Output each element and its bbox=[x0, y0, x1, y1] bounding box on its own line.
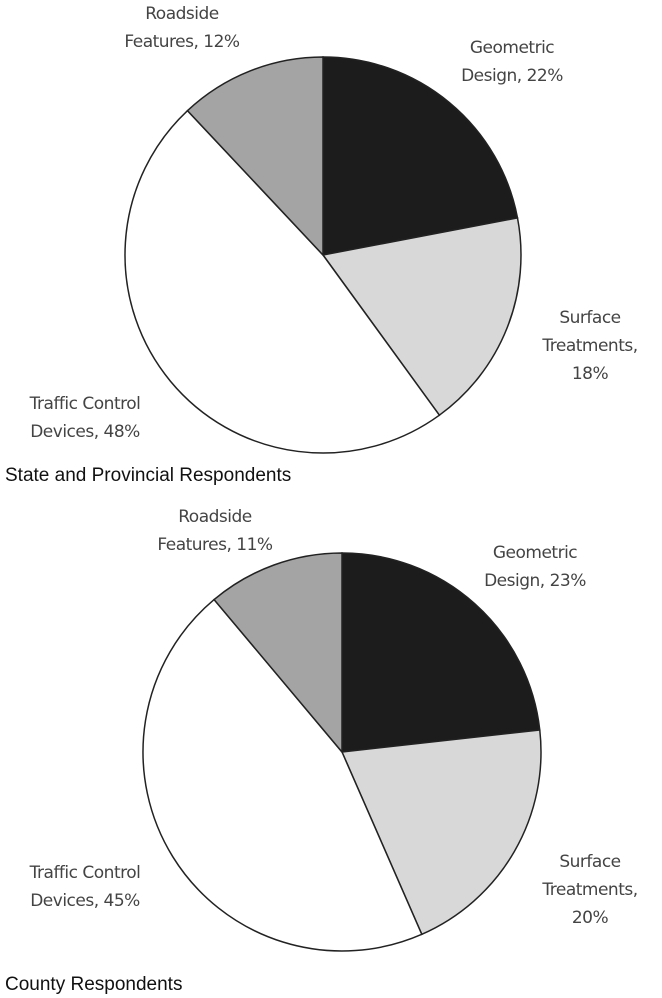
slice-label: Roadside Features, 11% bbox=[157, 507, 273, 555]
pie-slice bbox=[124, 109, 441, 454]
pie-slice bbox=[213, 552, 343, 755]
slice-label: Geometric Design, 23% bbox=[484, 543, 586, 591]
chart-title: State and Provincial Respondents bbox=[5, 465, 292, 486]
pie-slice bbox=[341, 552, 541, 753]
pie-slice bbox=[142, 598, 423, 952]
slice-label: Surface Treatments, 18% bbox=[542, 308, 638, 384]
chart-title: County Respondents bbox=[5, 974, 183, 995]
pie-slice bbox=[186, 56, 324, 257]
slice-label: Surface Treatments, 20% bbox=[542, 852, 638, 928]
slice-label: Traffic Control Devices, 45% bbox=[29, 863, 141, 911]
slice-label: Traffic Control Devices, 48% bbox=[29, 394, 141, 442]
pie-slice bbox=[321, 217, 522, 417]
pie-slice bbox=[340, 729, 542, 936]
pie-slice bbox=[322, 56, 519, 256]
slice-label: Roadside Features, 12% bbox=[124, 4, 240, 52]
slice-label: Geometric Design, 22% bbox=[461, 38, 563, 86]
